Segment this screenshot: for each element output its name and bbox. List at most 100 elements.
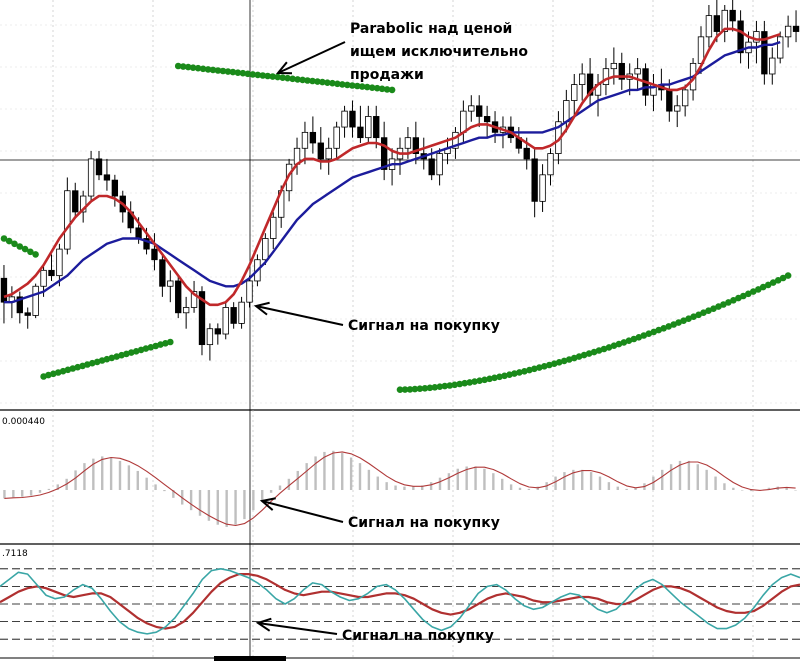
- buy-signal-annotation-stochastic: Сигнал на покупку: [342, 628, 494, 644]
- candle-bullish: [404, 137, 412, 149]
- macd-histogram-bar: [687, 460, 691, 490]
- parabolic-sar-dot: [5, 237, 13, 245]
- macd-histogram-bar: [287, 478, 291, 490]
- parabolic-sar-dot: [675, 319, 682, 326]
- parabolic-sar-dot: [368, 84, 376, 91]
- macd-histogram-bar: [563, 472, 566, 490]
- candle-bearish: [24, 312, 31, 316]
- macd-histogram-bar: [341, 453, 344, 490]
- macd-histogram-bar: [154, 484, 157, 490]
- macd-histogram-bar: [429, 482, 433, 490]
- candle-bearish: [586, 73, 594, 96]
- parabolic-sar-dot: [406, 386, 414, 393]
- parabolic-sar-dot: [521, 368, 528, 375]
- candle-bearish: [531, 158, 538, 202]
- parabolic-sar-dot: [269, 73, 277, 80]
- macd-histogram-bar: [607, 482, 611, 490]
- parabolic-annotation-line1: Parabolic над ценой: [350, 21, 512, 37]
- candle-bearish: [309, 131, 317, 144]
- candle-bearish: [151, 248, 158, 261]
- candle-bearish: [483, 116, 491, 123]
- macd-histogram-bar: [296, 470, 299, 490]
- macd-histogram-bar: [56, 484, 59, 490]
- macd-histogram-bar: [29, 490, 33, 496]
- parabolic-sar-dot: [600, 345, 608, 353]
- parabolic-sar-dot: [541, 363, 548, 370]
- macd-histogram-bar: [127, 465, 131, 490]
- parabolic-sar-dot: [740, 292, 747, 300]
- parabolic-sar-dot: [665, 323, 672, 330]
- parabolic-sar-dot: [314, 78, 321, 85]
- parabolic-sar-dot: [769, 279, 777, 286]
- parabolic-sar-dot: [605, 344, 613, 351]
- candle-bullish: [460, 110, 467, 133]
- candle-bearish: [380, 137, 388, 170]
- macd-histogram-bar: [252, 490, 255, 511]
- parabolic-arrow-head: [275, 61, 293, 75]
- parabolic-sar-dot: [655, 326, 662, 334]
- parabolic-sar-dot: [239, 69, 247, 77]
- candle-bullish: [301, 131, 309, 149]
- macd-histogram-bar: [225, 490, 228, 527]
- parabolic-sar-dot: [759, 283, 767, 291]
- macd-histogram-bar: [278, 485, 282, 490]
- parabolic-sar-dot: [750, 288, 757, 295]
- parabolic-sar-dot: [461, 379, 469, 387]
- parabolic-sar-dot: [363, 83, 371, 91]
- macd-histogram-bar: [714, 476, 717, 490]
- parabolic-sar-dot: [426, 384, 434, 392]
- buy-signal-arrow-price-head: [253, 301, 270, 316]
- macd-histogram-bar: [101, 456, 104, 490]
- candle-bearish: [95, 158, 103, 176]
- parabolic-sar-dot: [219, 67, 227, 75]
- candle-bullish: [87, 158, 95, 197]
- parabolic-sar-dot: [476, 377, 483, 385]
- candle-bullish: [325, 147, 332, 160]
- parabolic-annotation-line3: продажи: [350, 67, 424, 83]
- parabolic-sar-dot: [560, 357, 568, 365]
- parabolic-sar-dot: [388, 86, 396, 94]
- parabolic-sar-dot: [645, 330, 653, 338]
- macd-histogram-bar: [367, 469, 371, 490]
- parabolic-sar-dot: [620, 339, 628, 346]
- parabolic-sar-dot: [705, 307, 712, 315]
- parabolic-sar-dot: [456, 380, 464, 388]
- parabolic-arrow-shaft: [277, 41, 346, 74]
- parabolic-sar-dot: [555, 359, 563, 366]
- buy-signal-arrow-stochastic: [255, 617, 338, 635]
- candle-bearish: [618, 62, 625, 80]
- parabolic-sar-dot: [580, 351, 588, 359]
- candle-bullish: [436, 153, 443, 176]
- candle-bullish: [238, 301, 245, 324]
- parabolic-sar-dot: [685, 315, 692, 323]
- macd-histogram-bar: [652, 476, 655, 490]
- candle-bullish: [705, 15, 713, 38]
- parabolic-sar-dot: [680, 317, 687, 325]
- macd-histogram-bar: [38, 490, 42, 493]
- candle-bullish: [167, 280, 174, 287]
- parabolic-sar-dot: [779, 274, 787, 282]
- parabolic-sar-dot: [690, 313, 697, 321]
- parabolic-sar-dot: [184, 63, 192, 71]
- parabolic-sar-dot: [511, 370, 518, 377]
- parabolic-sar-dot: [27, 248, 34, 256]
- parabolic-sar-dot: [625, 337, 633, 345]
- macd-histogram-bar: [109, 457, 113, 490]
- candle-bearish: [373, 116, 380, 139]
- parabolic-sar-dot: [199, 65, 207, 73]
- candle-bullish: [246, 280, 253, 303]
- candle-bullish: [262, 238, 269, 261]
- parabolic-sar-dot: [279, 74, 287, 81]
- macd-histogram-bar: [785, 487, 788, 490]
- parabolic-sar-dot: [660, 325, 667, 332]
- parabolic-sar-dot: [546, 361, 553, 369]
- macd-histogram-bar: [767, 487, 771, 490]
- slow-moving-average-line: [4, 40, 781, 304]
- buy-signal-arrow-macd-shaft: [261, 500, 344, 523]
- macd-histogram-bar: [581, 469, 584, 490]
- parabolic-sar-dot: [32, 251, 39, 258]
- candle-bearish: [412, 137, 420, 154]
- candle-bullish: [468, 105, 475, 112]
- macd-histogram-bar: [456, 468, 459, 490]
- candle-bullish: [547, 153, 554, 176]
